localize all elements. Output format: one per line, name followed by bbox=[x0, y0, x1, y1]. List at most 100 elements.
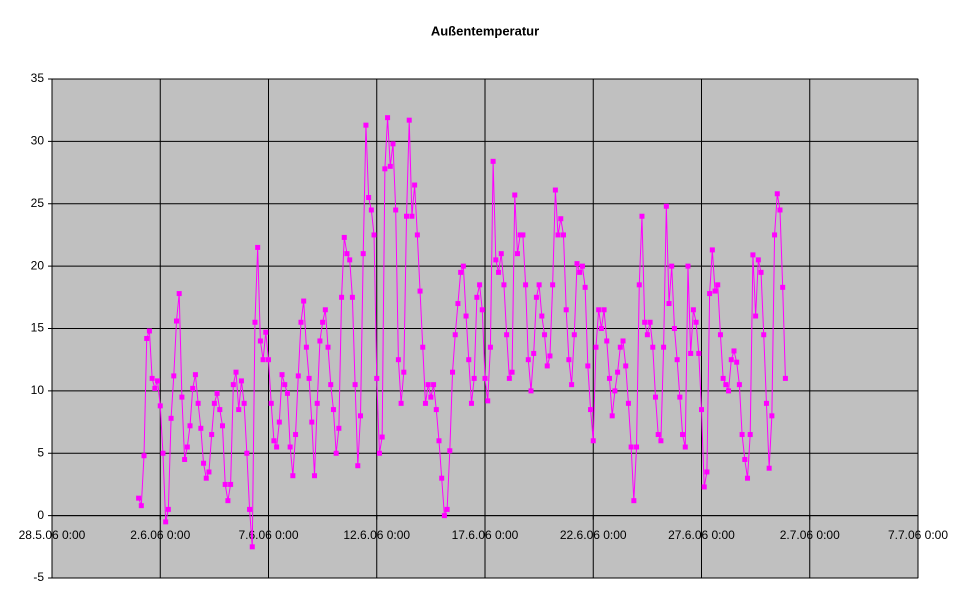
data-point bbox=[471, 375, 477, 381]
data-point bbox=[574, 261, 580, 267]
data-point bbox=[439, 475, 445, 481]
data-point bbox=[192, 372, 198, 378]
data-point bbox=[777, 207, 783, 213]
data-point bbox=[328, 382, 334, 388]
data-point bbox=[406, 117, 412, 123]
data-point bbox=[431, 382, 437, 388]
data-point bbox=[203, 475, 209, 481]
data-point bbox=[628, 444, 634, 450]
data-point bbox=[726, 388, 732, 394]
data-point bbox=[615, 369, 621, 375]
data-point bbox=[379, 434, 385, 440]
data-point bbox=[425, 382, 431, 388]
data-point bbox=[401, 369, 407, 375]
data-point bbox=[236, 407, 242, 413]
data-point bbox=[211, 400, 217, 406]
data-point bbox=[184, 444, 190, 450]
data-point bbox=[382, 166, 388, 172]
data-point bbox=[542, 332, 548, 338]
data-point bbox=[766, 465, 772, 471]
data-point bbox=[707, 291, 713, 297]
data-point bbox=[358, 413, 364, 419]
data-point bbox=[487, 344, 493, 350]
data-point bbox=[393, 207, 399, 213]
data-point bbox=[444, 506, 450, 512]
y-tick-label: 0 bbox=[37, 508, 44, 522]
data-point bbox=[663, 203, 669, 209]
x-tick-label: 7.6.06 0:00 bbox=[238, 528, 298, 542]
data-point bbox=[136, 495, 142, 501]
data-point bbox=[187, 423, 193, 429]
data-point bbox=[360, 251, 366, 257]
data-point bbox=[322, 307, 328, 313]
data-point bbox=[769, 413, 775, 419]
data-point bbox=[644, 332, 650, 338]
data-point bbox=[523, 282, 529, 288]
data-point bbox=[655, 432, 661, 438]
data-point bbox=[149, 375, 155, 381]
data-point bbox=[463, 313, 469, 319]
data-point bbox=[450, 369, 456, 375]
data-point bbox=[569, 382, 575, 388]
data-point bbox=[368, 207, 374, 213]
data-point bbox=[477, 282, 483, 288]
data-point bbox=[284, 390, 290, 396]
data-point bbox=[366, 195, 372, 201]
data-point bbox=[404, 213, 410, 219]
data-point bbox=[493, 257, 499, 263]
data-point bbox=[441, 513, 447, 519]
data-point bbox=[560, 232, 566, 238]
data-point bbox=[631, 498, 637, 504]
data-point bbox=[585, 363, 591, 369]
data-point bbox=[417, 288, 423, 294]
data-point bbox=[155, 378, 161, 384]
data-point bbox=[301, 298, 307, 304]
data-point bbox=[228, 481, 234, 487]
data-point bbox=[671, 326, 677, 331]
data-point bbox=[642, 319, 648, 325]
data-point bbox=[176, 291, 182, 297]
data-point bbox=[214, 390, 220, 396]
data-point bbox=[276, 419, 282, 425]
data-point bbox=[295, 373, 301, 379]
data-point bbox=[598, 326, 604, 331]
data-point bbox=[452, 332, 458, 338]
data-point bbox=[257, 338, 263, 344]
data-point bbox=[320, 319, 326, 325]
data-point bbox=[333, 450, 339, 456]
data-point bbox=[312, 473, 318, 479]
data-point bbox=[474, 294, 480, 300]
data-point bbox=[658, 438, 664, 444]
data-point bbox=[704, 469, 710, 475]
y-tick-label: -5 bbox=[33, 570, 44, 584]
data-point bbox=[479, 307, 485, 313]
data-point bbox=[165, 506, 171, 512]
data-point bbox=[609, 413, 615, 419]
data-point bbox=[249, 544, 255, 550]
data-point bbox=[241, 400, 247, 406]
data-point bbox=[761, 332, 767, 338]
data-point bbox=[731, 348, 737, 354]
data-point bbox=[690, 307, 696, 313]
data-point bbox=[528, 388, 534, 394]
data-point bbox=[533, 294, 539, 300]
data-point bbox=[230, 382, 236, 388]
x-tick-label: 7.7.06 0:00 bbox=[888, 528, 948, 542]
data-point bbox=[428, 394, 434, 400]
data-point bbox=[482, 375, 488, 381]
y-tick-label: 25 bbox=[31, 196, 45, 210]
data-point bbox=[579, 263, 585, 269]
data-point bbox=[634, 444, 640, 450]
data-point bbox=[596, 307, 602, 313]
x-tick-label: 12.6.06 0:00 bbox=[343, 528, 410, 542]
data-point bbox=[688, 350, 694, 356]
data-point bbox=[447, 448, 453, 454]
data-point bbox=[742, 456, 748, 462]
data-point bbox=[409, 213, 415, 219]
data-point bbox=[712, 288, 718, 294]
y-tick-label: 20 bbox=[31, 258, 45, 272]
data-point bbox=[349, 294, 355, 300]
data-point bbox=[666, 301, 672, 307]
data-point bbox=[601, 307, 607, 313]
data-point bbox=[774, 191, 780, 197]
